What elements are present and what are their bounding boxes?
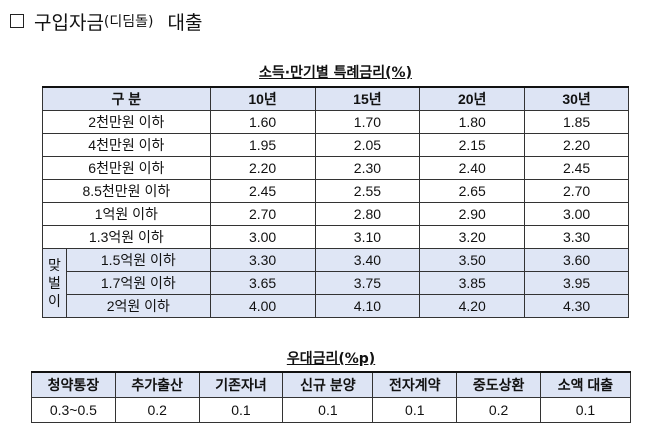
side-label-char: 맞 — [48, 257, 61, 273]
rate-cell: 2.05 — [314, 133, 421, 157]
rate-table: 구 분 10년 15년 20년 30년 2천만원 이하 1.60 1.70 1.80 1… — [42, 86, 629, 318]
rate-cell: 2.45 — [524, 156, 629, 180]
pref-header: 기존자녀 — [198, 371, 284, 398]
pref-table-caption: 우대금리(%p) — [286, 351, 376, 367]
pref-value: 0.3~0.5 — [31, 397, 116, 423]
pref-header: 중도상환 — [456, 371, 541, 398]
rate-cell: 4.20 — [419, 294, 526, 318]
pref-table-value-row: 0.3~0.5 0.2 0.1 0.1 0.1 0.2 0.1 — [31, 397, 632, 423]
pref-header: 신규 분양 — [282, 371, 374, 398]
pref-value: 0.2 — [114, 397, 200, 423]
rate-cell: 3.95 — [524, 271, 629, 295]
pref-header: 소액 대출 — [539, 371, 632, 398]
rate-cell: 2.65 — [419, 179, 526, 203]
header-15y: 15년 — [314, 86, 421, 111]
rate-cell: 3.75 — [314, 271, 421, 295]
header-30y: 30년 — [524, 86, 629, 111]
pref-table: 청약통장 추가출산 기존자녀 신규 분양 전자계약 중도상환 소액 대출 0.3~0.5 0.… — [31, 371, 632, 423]
rate-cell: 2.55 — [314, 179, 421, 203]
rate-cell: 3.10 — [314, 225, 421, 249]
side-label-char: 벌 — [48, 275, 61, 291]
heading-sub: (디딤돌) — [103, 14, 154, 30]
table-row: 8.5천만원 이하 2.45 2.55 2.65 2.70 — [42, 179, 629, 203]
rate-cell: 4.30 — [524, 294, 629, 318]
rate-cell: 2.80 — [314, 202, 421, 226]
table-row: 1억원 이하 2.70 2.80 2.90 3.00 — [42, 202, 629, 226]
rate-cell: 1.60 — [209, 110, 316, 134]
rate-cell: 2.45 — [209, 179, 316, 203]
pref-value: 0.2 — [456, 397, 541, 423]
rate-cell: 2.90 — [419, 202, 526, 226]
pref-value: 0.1 — [282, 397, 374, 423]
row-label: 4천만원 이하 — [42, 133, 211, 157]
rate-table-header-row: 구 분 10년 15년 20년 30년 — [42, 86, 629, 111]
rate-cell: 2.20 — [524, 133, 629, 157]
rate-cell: 2.70 — [209, 202, 316, 226]
rate-cell: 1.95 — [209, 133, 316, 157]
rate-cell: 4.00 — [209, 294, 316, 318]
row-label: 1.7억원 이하 — [65, 271, 211, 295]
header-category: 구 분 — [42, 86, 211, 111]
side-label-char: 이 — [48, 293, 61, 309]
rate-cell: 3.30 — [524, 225, 629, 249]
pref-header: 청약통장 — [31, 371, 116, 398]
row-label: 1억원 이하 — [42, 202, 211, 226]
rate-cell: 3.85 — [419, 271, 526, 295]
table-row: 1.7억원 이하 3.65 3.75 3.85 3.95 — [43, 271, 629, 295]
rate-table-caption: 소득·만기별 특례금리(%) — [259, 65, 412, 81]
table-row: 1.3억원 이하 3.00 3.10 3.20 3.30 — [42, 225, 629, 249]
pref-table-header-row: 청약통장 추가출산 기존자녀 신규 분양 전자계약 중도상환 소액 대출 — [31, 371, 632, 398]
table-row: 2억원 이하 4.00 4.10 4.20 4.30 — [43, 294, 629, 318]
row-label: 2억원 이하 — [65, 294, 211, 318]
rate-cell: 1.85 — [524, 110, 629, 134]
heading-main: 구입자금 — [34, 11, 104, 34]
pref-header: 전자계약 — [372, 371, 458, 398]
rate-cell: 3.00 — [209, 225, 316, 249]
row-label: 6천만원 이하 — [42, 156, 211, 180]
table-row: 2천만원 이하 1.60 1.70 1.80 1.85 — [42, 110, 629, 134]
heading-tail: 대출 — [167, 11, 203, 34]
rate-cell: 1.80 — [419, 110, 526, 134]
rate-cell: 2.30 — [314, 156, 421, 180]
rate-cell: 3.20 — [419, 225, 526, 249]
checkbox-square-icon — [10, 14, 24, 28]
rate-cell: 2.70 — [524, 179, 629, 203]
rate-cell: 4.10 — [314, 294, 421, 318]
header-20y: 20년 — [419, 86, 526, 111]
section-heading: 구입자금 (디딤돌) 대출 — [10, 8, 202, 34]
rate-cell: 2.20 — [209, 156, 316, 180]
pref-header: 추가출산 — [114, 371, 200, 398]
row-label: 1.5억원 이하 — [65, 248, 211, 272]
table-row: 6천만원 이하 2.20 2.30 2.40 2.45 — [42, 156, 629, 180]
rate-cell: 3.40 — [314, 248, 421, 272]
rate-cell: 3.30 — [209, 248, 316, 272]
rate-cell: 3.60 — [524, 248, 629, 272]
rate-cell: 1.70 — [314, 110, 421, 134]
row-label: 2천만원 이하 — [42, 110, 211, 134]
row-label: 8.5천만원 이하 — [42, 179, 211, 203]
row-label: 1.3억원 이하 — [42, 225, 211, 249]
rate-cell: 3.00 — [524, 202, 629, 226]
rate-cell: 3.50 — [419, 248, 526, 272]
rate-cell: 2.15 — [419, 133, 526, 157]
table-row: 4천만원 이하 1.95 2.05 2.15 2.20 — [42, 133, 629, 157]
rate-cell: 2.40 — [419, 156, 526, 180]
rate-cell: 3.65 — [209, 271, 316, 295]
pref-value: 0.1 — [372, 397, 458, 423]
table-row: 맞 벌 이 1.5억원 이하 3.30 3.40 3.50 3.60 — [42, 248, 629, 318]
header-10y: 10년 — [209, 86, 316, 111]
pref-value: 0.1 — [539, 397, 632, 423]
pref-value: 0.1 — [198, 397, 284, 423]
